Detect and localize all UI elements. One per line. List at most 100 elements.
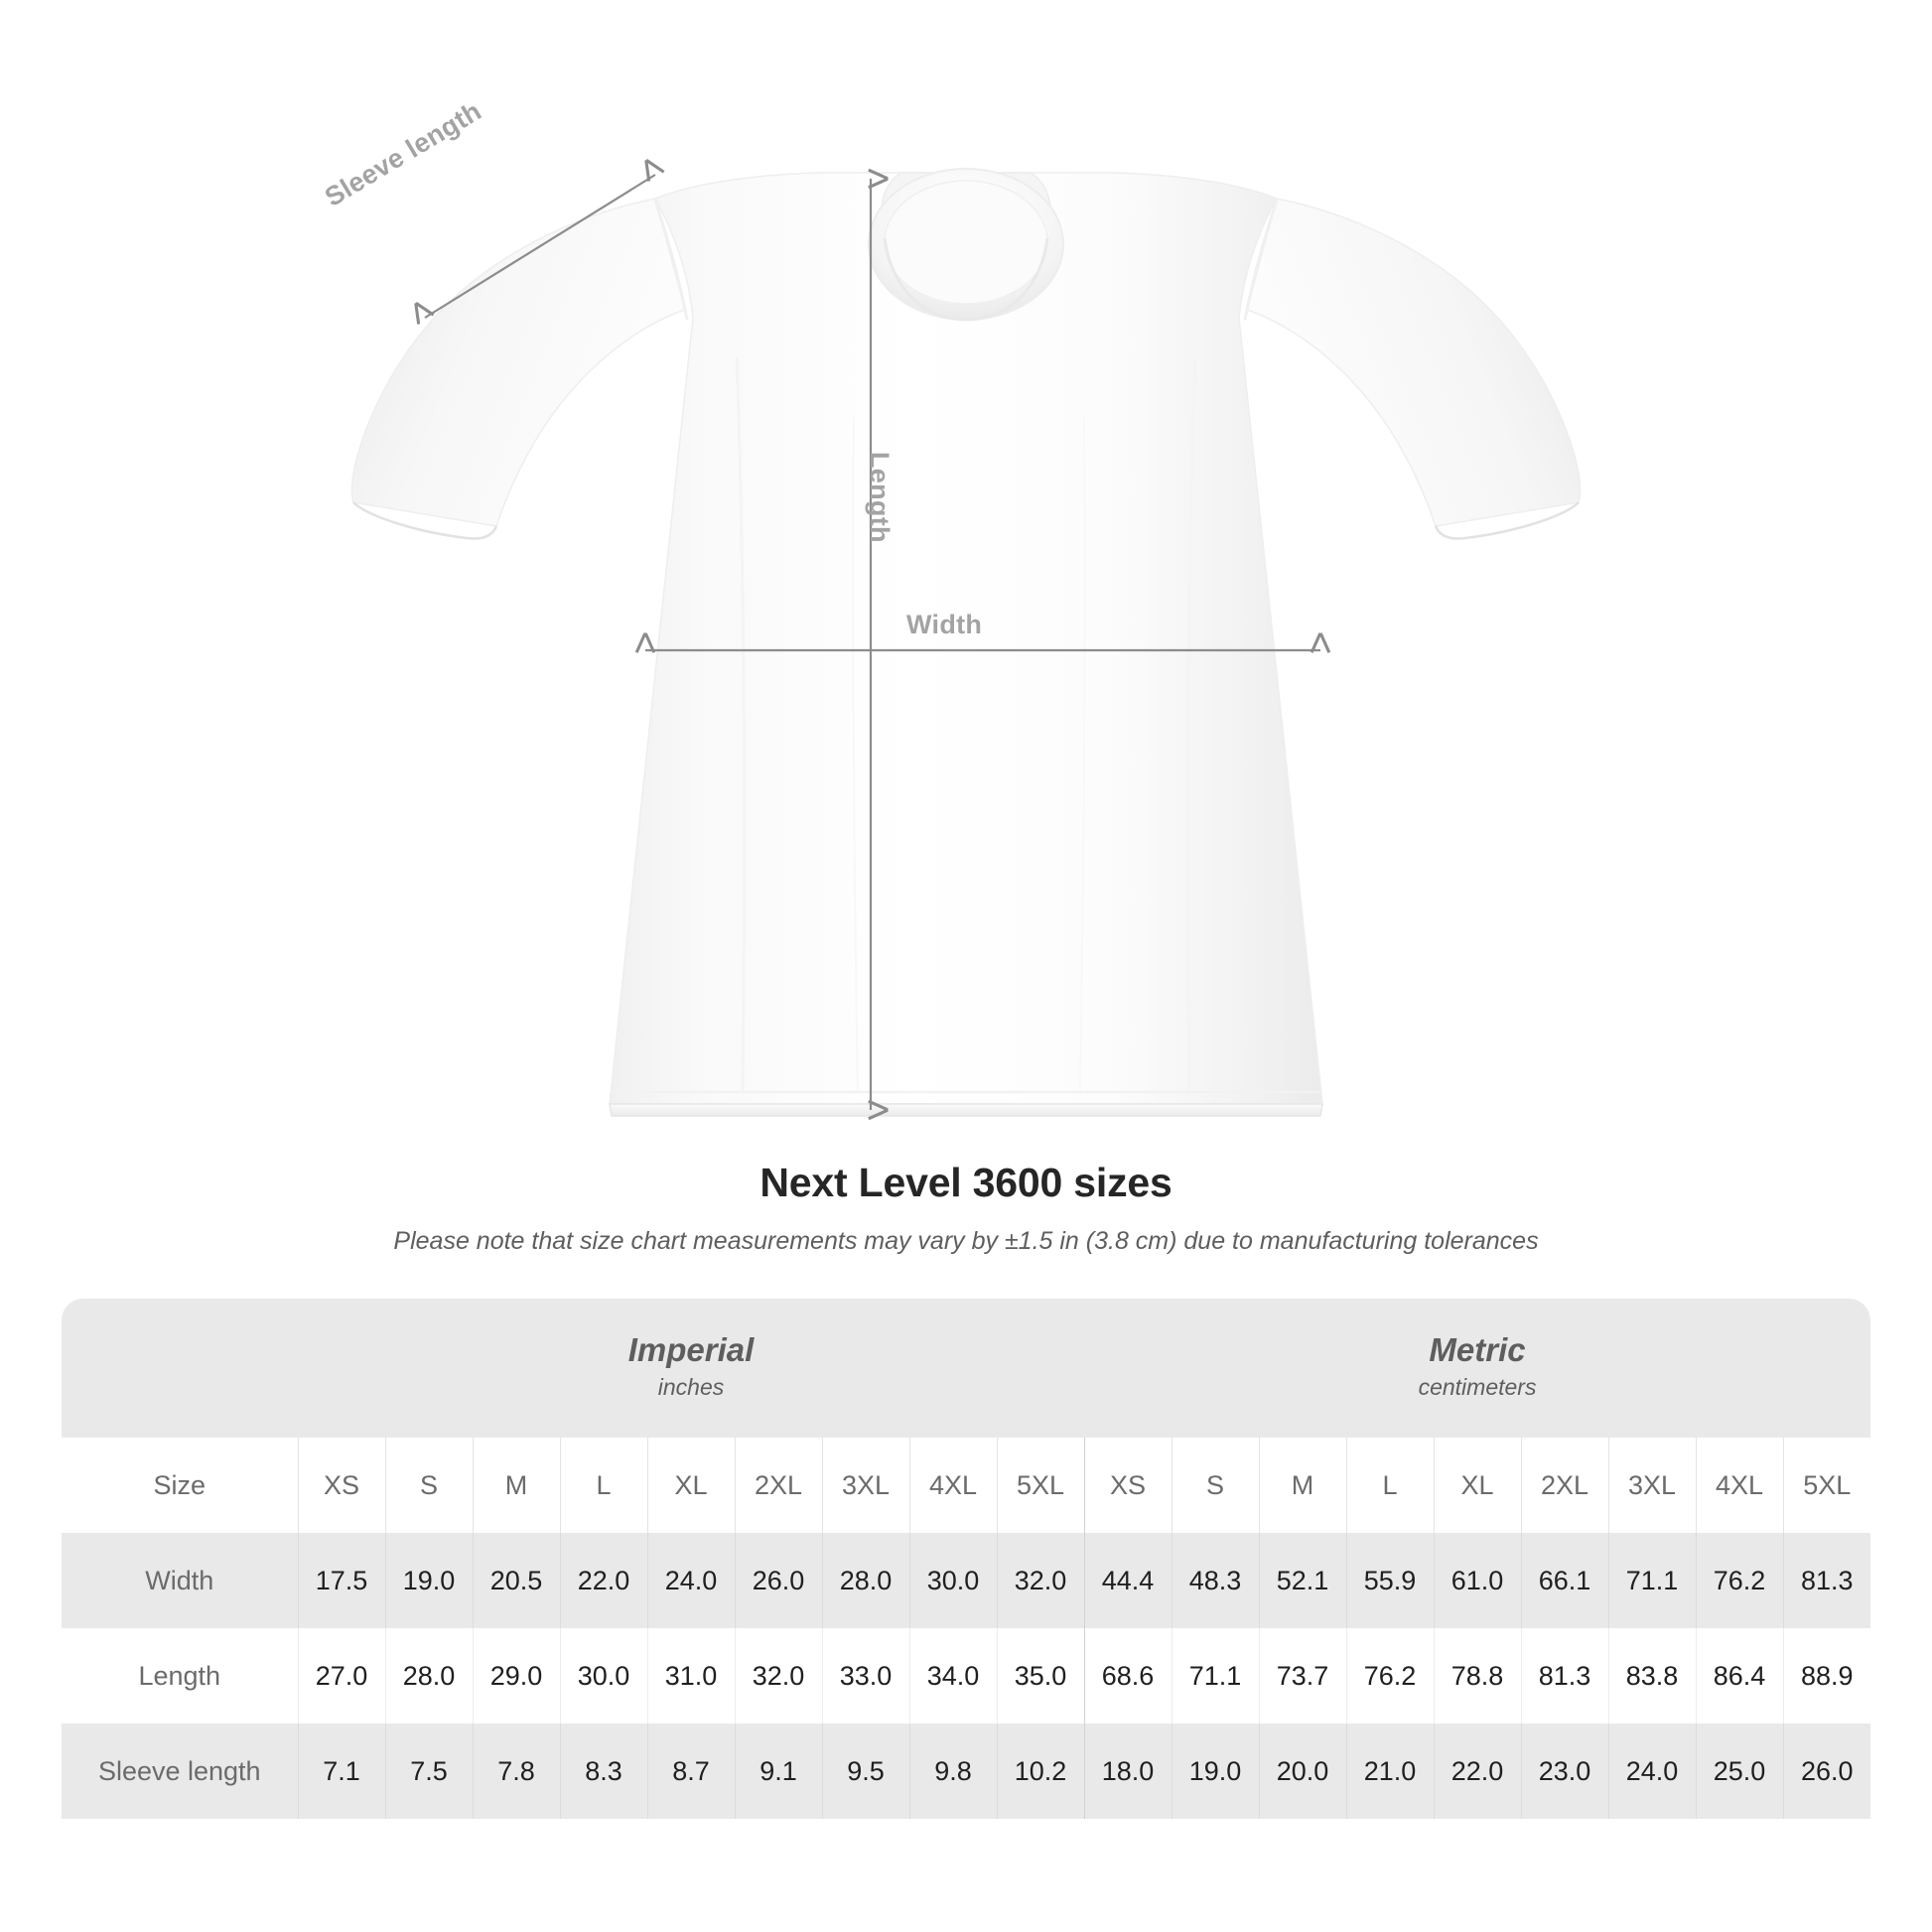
size-column-header: 4XL (1695, 1438, 1783, 1533)
cell-value: 8.7 (646, 1724, 735, 1819)
unit-name-metric: Metric (1429, 1330, 1526, 1368)
row-label: Sleeve length (62, 1724, 298, 1819)
cell-value: 30.0 (559, 1628, 647, 1724)
cell-value: 86.4 (1695, 1628, 1783, 1724)
size-column-header: S (384, 1438, 473, 1533)
cell-value: 24.0 (646, 1533, 735, 1628)
cell-value: 78.8 (1433, 1628, 1521, 1724)
table-row: Width 17.5 19.0 20.5 22.0 24.0 26.0 28.0 30.0 32.… (62, 1533, 1871, 1628)
cell-value: 81.3 (1520, 1628, 1608, 1724)
unit-sub-imperial: inches (657, 1374, 725, 1401)
cell-value: 10.2 (996, 1724, 1084, 1819)
cell-value: 48.3 (1171, 1533, 1259, 1628)
tshirt-diagram: Sleeve length Length Width (0, 0, 1932, 1152)
cell-value: 29.0 (472, 1628, 560, 1724)
title-block: Next Level 3600 sizes Please note that s… (0, 1160, 1932, 1256)
cell-value: 34.0 (908, 1628, 997, 1724)
cell-value: 35.0 (996, 1628, 1084, 1724)
size-column-header: XS (1083, 1438, 1172, 1533)
tolerance-note: Please note that size chart measurements… (393, 1227, 1539, 1255)
cell-value: 73.7 (1258, 1628, 1346, 1724)
unit-header-spacer (62, 1299, 298, 1438)
cell-value: 30.0 (908, 1533, 997, 1628)
page-title: Next Level 3600 sizes (759, 1160, 1173, 1205)
unit-sub-metric: centimeters (1418, 1374, 1537, 1401)
cell-value: 76.2 (1345, 1628, 1434, 1724)
size-column-header: 5XL (996, 1438, 1084, 1533)
cell-value: 33.0 (821, 1628, 909, 1724)
row-label: Length (62, 1628, 298, 1724)
cell-value: 83.8 (1607, 1628, 1696, 1724)
size-column-header: XL (1433, 1438, 1521, 1533)
size-table-wrapper: Imperial inches Metric centimeters Size … (62, 1299, 1871, 1819)
size-column-header: 2XL (1520, 1438, 1608, 1533)
sleeve-length-arrow (425, 175, 655, 318)
cell-value: 20.0 (1258, 1724, 1346, 1819)
cell-value: 7.5 (384, 1724, 473, 1819)
size-column-header: 4XL (908, 1438, 997, 1533)
cell-value: 20.5 (472, 1533, 560, 1628)
size-table-body: Width 17.5 19.0 20.5 22.0 24.0 26.0 28.0 30.0 32.… (62, 1533, 1871, 1819)
unit-header-metric: Metric centimeters (1084, 1299, 1871, 1438)
cell-value: 61.0 (1433, 1533, 1521, 1628)
cell-value: 27.0 (297, 1628, 385, 1724)
size-column-header: XL (646, 1438, 735, 1533)
size-column-header: L (1345, 1438, 1434, 1533)
size-row-label: Size (62, 1438, 298, 1533)
cell-value: 71.1 (1171, 1628, 1259, 1724)
cell-value: 28.0 (384, 1628, 473, 1724)
unit-header-row: Imperial inches Metric centimeters (62, 1299, 1871, 1438)
cell-value: 24.0 (1607, 1724, 1696, 1819)
size-column-header: M (472, 1438, 560, 1533)
cell-value: 17.5 (297, 1533, 385, 1628)
cell-value: 32.0 (734, 1628, 822, 1724)
cell-value: 31.0 (646, 1628, 735, 1724)
cell-value: 9.8 (908, 1724, 997, 1819)
cell-value: 28.0 (821, 1533, 909, 1628)
size-column-header: 3XL (1607, 1438, 1696, 1533)
cell-value: 7.8 (472, 1724, 560, 1819)
cell-value: 68.6 (1083, 1628, 1172, 1724)
cell-value: 52.1 (1258, 1533, 1346, 1628)
size-column-header: S (1171, 1438, 1259, 1533)
table-row: Sleeve length 7.1 7.5 7.8 8.3 8.7 9.1 9.5 9.8 10.… (62, 1724, 1871, 1819)
cell-value: 26.0 (1782, 1724, 1871, 1819)
cell-value: 88.9 (1782, 1628, 1871, 1724)
cell-value: 7.1 (297, 1724, 385, 1819)
cell-value: 23.0 (1520, 1724, 1608, 1819)
cell-value: 18.0 (1083, 1724, 1172, 1819)
size-column-header: XS (297, 1438, 385, 1533)
cell-value: 19.0 (1171, 1724, 1259, 1819)
size-column-header: M (1258, 1438, 1346, 1533)
cell-value: 44.4 (1083, 1533, 1172, 1628)
cell-value: 9.1 (734, 1724, 822, 1819)
size-column-header: 2XL (734, 1438, 822, 1533)
unit-name-imperial: Imperial (627, 1330, 755, 1368)
cell-value: 21.0 (1345, 1724, 1434, 1819)
cell-value: 76.2 (1695, 1533, 1783, 1628)
size-column-header: L (559, 1438, 647, 1533)
cell-value: 19.0 (384, 1533, 473, 1628)
table-row: Length 27.0 28.0 29.0 30.0 31.0 32.0 33.0 34.0 35… (62, 1628, 1871, 1724)
measurement-arrows (0, 0, 1932, 1152)
cell-value: 25.0 (1695, 1724, 1783, 1819)
size-column-header: 3XL (821, 1438, 909, 1533)
cell-value: 55.9 (1345, 1533, 1434, 1628)
cell-value: 22.0 (559, 1533, 647, 1628)
cell-value: 22.0 (1433, 1724, 1521, 1819)
size-column-header: 5XL (1782, 1438, 1871, 1533)
cell-value: 8.3 (559, 1724, 647, 1819)
cell-value: 9.5 (821, 1724, 909, 1819)
size-table: Imperial inches Metric centimeters Size … (62, 1299, 1871, 1819)
size-header-row: Size XS S M L XL 2XL 3XL 4XL 5XL XS S M L XL 2XL 3XL 4XL… (62, 1438, 1871, 1533)
cell-value: 32.0 (996, 1533, 1084, 1628)
width-label: Width (906, 610, 983, 639)
cell-value: 26.0 (734, 1533, 822, 1628)
row-label: Width (62, 1533, 298, 1628)
cell-value: 71.1 (1607, 1533, 1696, 1628)
cell-value: 81.3 (1782, 1533, 1871, 1628)
length-label: Length (865, 452, 895, 543)
unit-header-imperial: Imperial inches (298, 1299, 1084, 1438)
cell-value: 66.1 (1520, 1533, 1608, 1628)
